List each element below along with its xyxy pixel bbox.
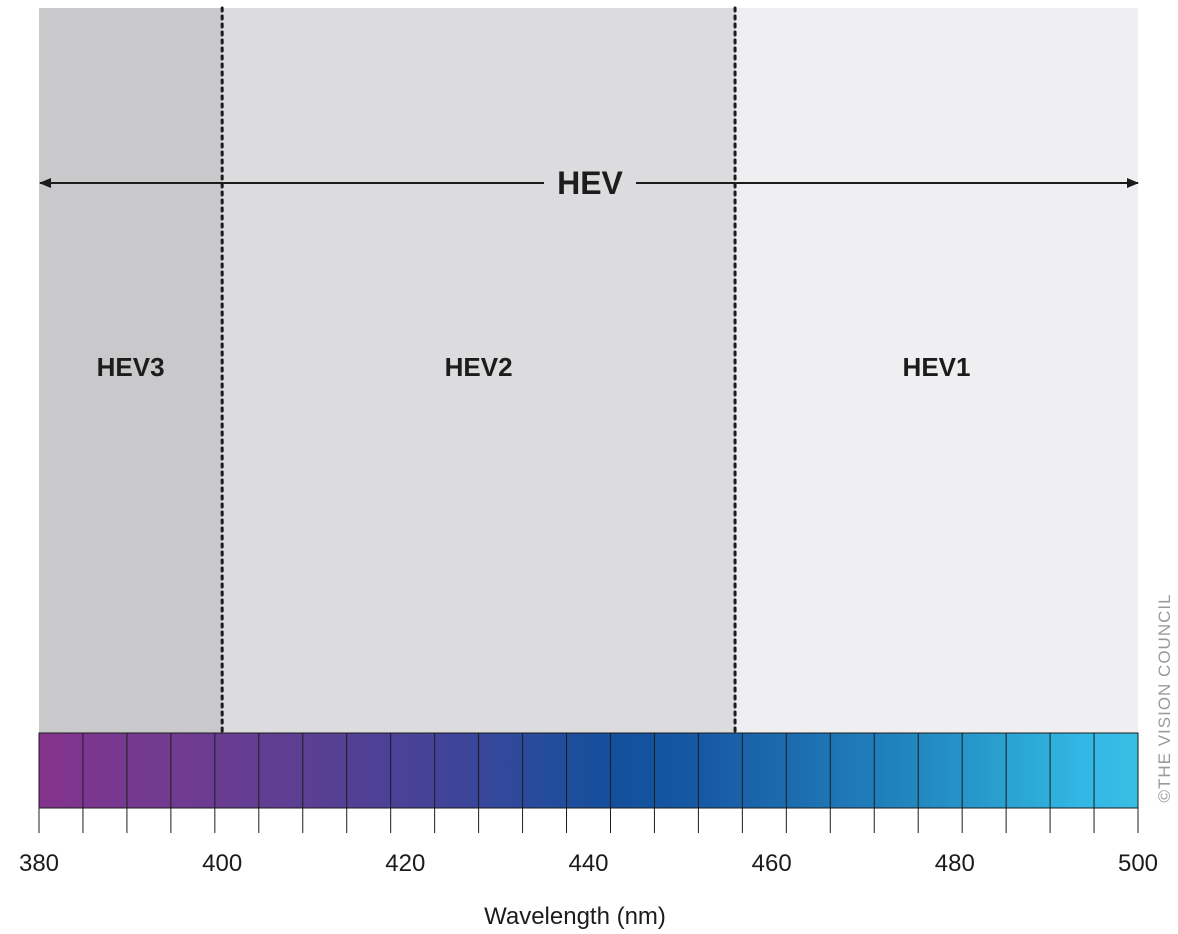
x-tick-label: 380 (19, 850, 59, 877)
band-region-hev2 (222, 8, 736, 733)
spectrum-gradient-fill (39, 733, 1138, 808)
band-boundaries (220, 6, 737, 735)
x-axis-label: Wavelength (nm) (484, 903, 666, 930)
hev-header-label: HEV (557, 165, 623, 201)
x-tick-label: 400 (202, 850, 242, 877)
band-label-hev1: HEV1 (903, 352, 971, 382)
x-tick-label: 500 (1118, 850, 1158, 877)
x-tick-label: 460 (752, 850, 792, 877)
copyright-credit: ©THE VISION COUNCIL (1155, 593, 1174, 802)
x-tick-label: 480 (935, 850, 975, 877)
spectrum-bar (38, 732, 1139, 833)
x-tick-label: 420 (385, 850, 425, 877)
band-region-hev1 (735, 8, 1138, 733)
band-region-hev3 (39, 8, 223, 733)
x-tick-label: 440 (568, 850, 608, 877)
band-label-hev2: HEV2 (445, 352, 513, 382)
band-regions: HEV3 HEV2 HEV1 (39, 8, 1138, 733)
x-axis-ticks: 380 400 420 440 460 480 500 (19, 850, 1158, 877)
band-label-hev3: HEV3 (97, 352, 165, 382)
